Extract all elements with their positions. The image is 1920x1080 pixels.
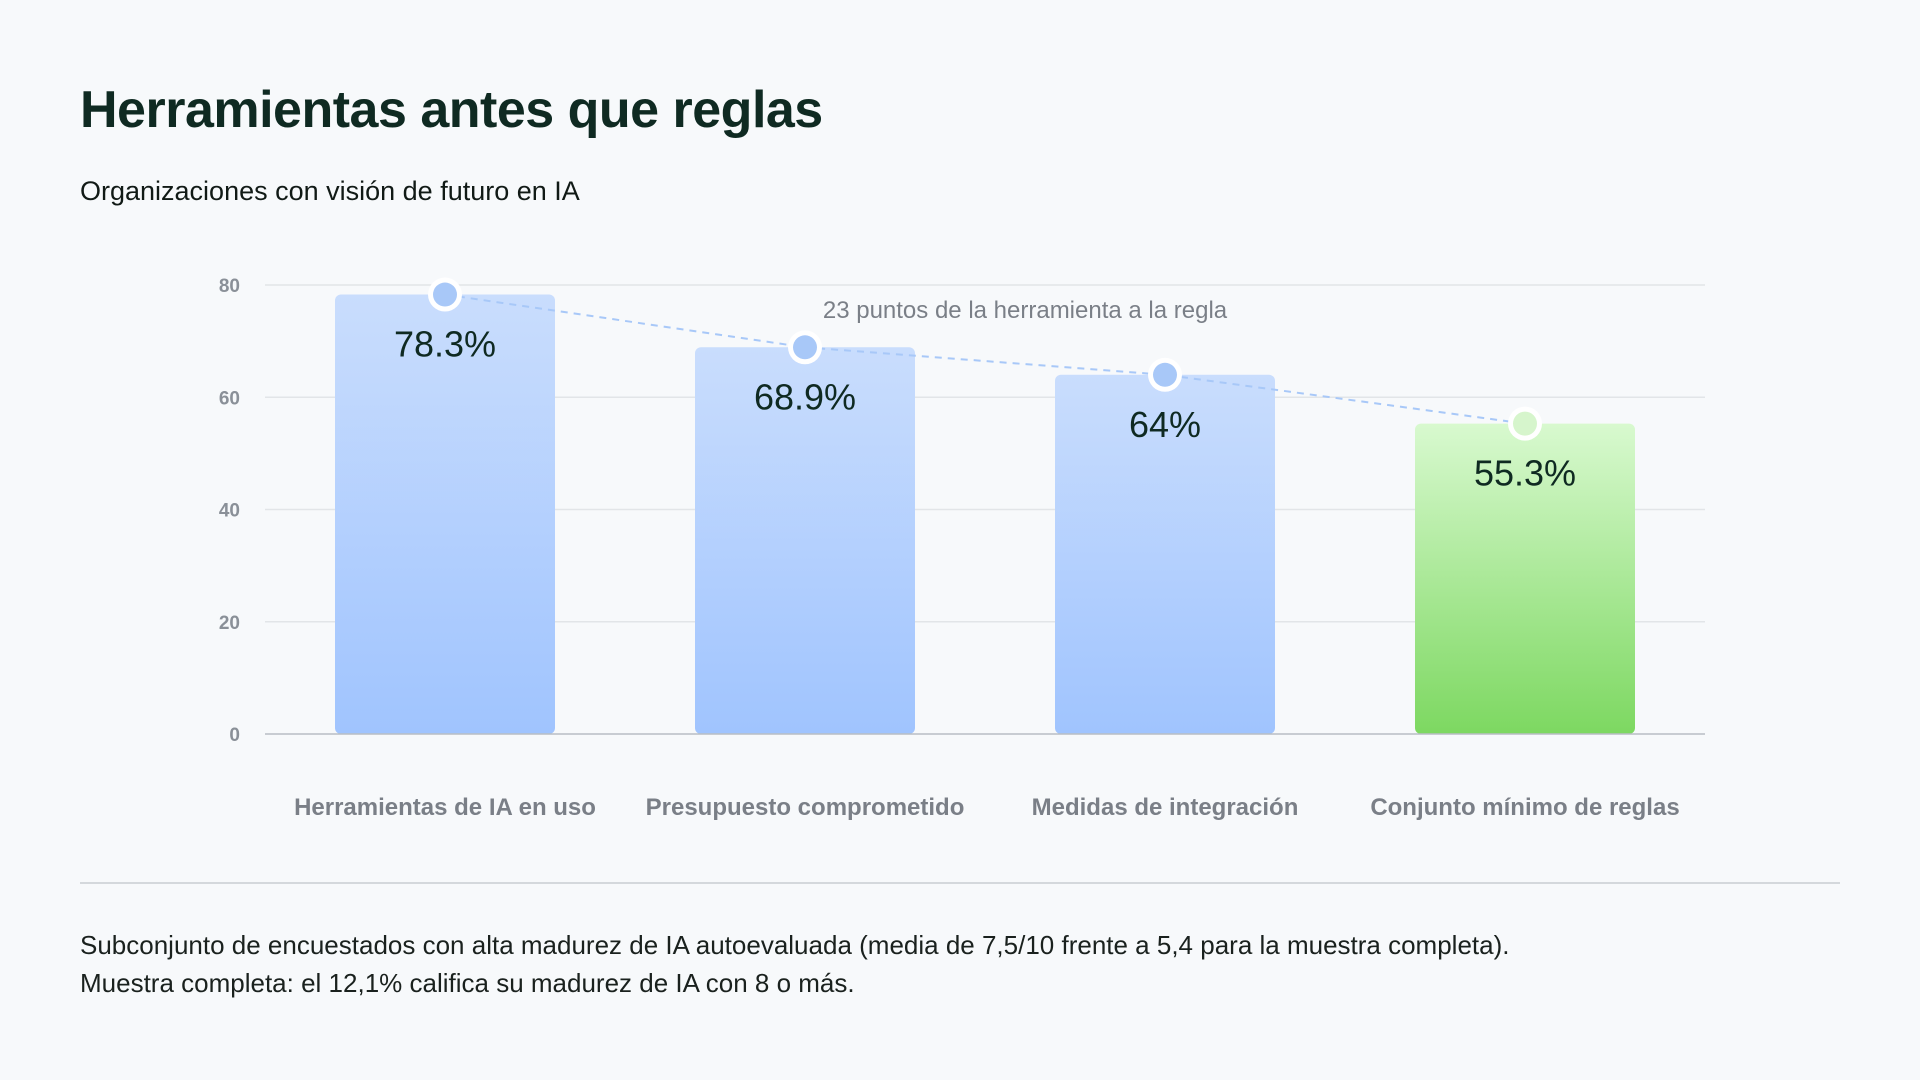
value-label: 78.3% <box>394 324 496 365</box>
bar <box>1055 374 1275 734</box>
bar <box>1415 423 1635 734</box>
marker <box>433 282 457 307</box>
chart-subtitle: Organizaciones con visión de futuro en I… <box>80 176 580 206</box>
bar <box>695 347 915 734</box>
y-axis-ticks: 0 20 40 60 80 <box>219 276 240 746</box>
footnote-line-2: Muestra completa: el 12,1% califica su m… <box>80 968 855 998</box>
value-label: 55.3% <box>1474 453 1576 494</box>
category-label: Conjunto mínimo de reglas <box>1370 794 1679 821</box>
footnote: Subconjunto de encuestados con alta madu… <box>80 926 1840 1002</box>
bar-chart: 0 20 40 60 80 78.3% 68.9% 64% 55.3% Herramienta… <box>219 276 1705 821</box>
category-label: Medidas de integración <box>1032 794 1299 821</box>
bars <box>335 294 1635 734</box>
value-labels: 78.3% 68.9% 64% 55.3% <box>394 324 1576 494</box>
category-label: Herramientas de IA en uso <box>294 794 596 821</box>
y-tick-label: 80 <box>219 276 240 297</box>
y-tick-label: 60 <box>219 388 240 409</box>
marker <box>1153 362 1177 387</box>
category-labels: Herramientas de IA en uso Presupuesto com… <box>294 794 1680 821</box>
y-tick-label: 40 <box>219 501 240 522</box>
y-tick-label: 20 <box>219 613 240 634</box>
chart-title: Herramientas antes que reglas <box>80 81 823 139</box>
bar <box>335 294 555 734</box>
divider <box>80 882 1840 884</box>
value-label: 68.9% <box>754 376 856 417</box>
footnote-line-1: Subconjunto de encuestados con alta madu… <box>80 930 1510 960</box>
value-label: 64% <box>1129 404 1201 445</box>
marker <box>1513 411 1537 436</box>
drop-annotation: 23 puntos de la herramienta a la regla <box>823 297 1228 324</box>
category-label: Presupuesto comprometido <box>646 794 965 821</box>
marker <box>793 335 817 360</box>
markers <box>428 277 1542 441</box>
y-tick-label: 0 <box>229 725 240 746</box>
